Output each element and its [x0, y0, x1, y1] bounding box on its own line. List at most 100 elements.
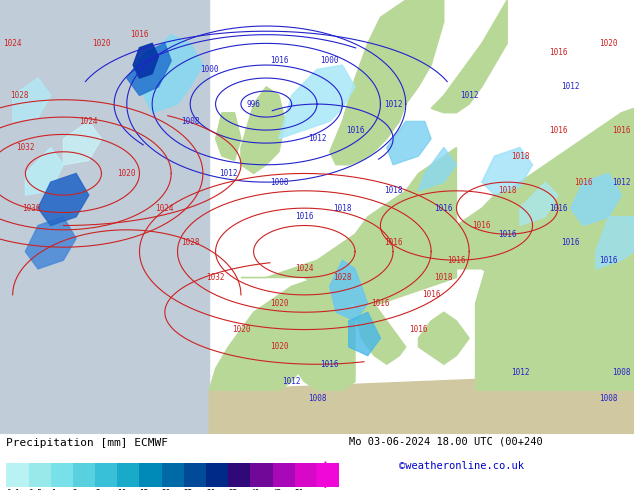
Text: 1016: 1016: [371, 299, 390, 308]
Text: 1018: 1018: [434, 273, 453, 282]
Text: 1012: 1012: [510, 368, 529, 377]
Text: 1016: 1016: [548, 204, 567, 213]
Polygon shape: [241, 87, 285, 173]
Text: 1016: 1016: [434, 204, 453, 213]
Text: 1016: 1016: [574, 178, 593, 187]
Polygon shape: [13, 78, 51, 122]
Text: 1028: 1028: [10, 91, 29, 100]
Text: 1000: 1000: [320, 56, 339, 65]
Text: 0.5: 0.5: [29, 489, 42, 490]
Polygon shape: [349, 312, 380, 356]
Text: 1008: 1008: [307, 394, 327, 403]
Text: 1016: 1016: [548, 125, 567, 135]
Polygon shape: [38, 173, 89, 225]
Polygon shape: [127, 44, 171, 96]
Polygon shape: [330, 0, 444, 165]
Text: 25: 25: [184, 489, 193, 490]
Text: 1016: 1016: [320, 360, 339, 369]
Text: 1016: 1016: [346, 125, 365, 135]
Text: 1008: 1008: [599, 394, 618, 403]
Text: 1020: 1020: [92, 39, 111, 48]
Text: Precipitation [mm] ECMWF: Precipitation [mm] ECMWF: [6, 438, 169, 448]
Text: 1036: 1036: [22, 204, 41, 213]
Text: 40: 40: [250, 489, 260, 490]
Text: 45: 45: [273, 489, 282, 490]
FancyBboxPatch shape: [184, 463, 206, 487]
Text: 1024: 1024: [79, 117, 98, 126]
FancyBboxPatch shape: [317, 463, 339, 487]
Text: 996: 996: [247, 99, 261, 109]
FancyBboxPatch shape: [117, 463, 139, 487]
FancyBboxPatch shape: [273, 463, 295, 487]
Text: 1000: 1000: [200, 65, 219, 74]
Text: 5: 5: [95, 489, 100, 490]
FancyBboxPatch shape: [139, 463, 162, 487]
Text: 1020: 1020: [269, 299, 288, 308]
Polygon shape: [387, 122, 431, 165]
Polygon shape: [0, 0, 209, 434]
Polygon shape: [520, 182, 558, 225]
Polygon shape: [418, 312, 469, 364]
Text: 20: 20: [162, 489, 171, 490]
FancyBboxPatch shape: [250, 463, 273, 487]
Text: 1012: 1012: [219, 169, 238, 178]
Polygon shape: [209, 373, 634, 434]
Text: 1024: 1024: [3, 39, 22, 48]
Text: 1018: 1018: [384, 186, 403, 196]
Text: 1016: 1016: [130, 30, 149, 39]
Text: 1032: 1032: [206, 273, 225, 282]
Text: 10: 10: [117, 489, 127, 490]
Text: 1016: 1016: [295, 212, 314, 221]
Text: 1016: 1016: [599, 256, 618, 265]
Text: 1024: 1024: [295, 265, 314, 273]
Polygon shape: [330, 260, 368, 321]
Text: 1016: 1016: [498, 230, 517, 239]
Text: 1012: 1012: [307, 134, 327, 143]
Polygon shape: [216, 113, 241, 160]
FancyBboxPatch shape: [29, 463, 51, 487]
Polygon shape: [209, 277, 355, 390]
Text: 1016: 1016: [612, 125, 631, 135]
Text: 1012: 1012: [561, 82, 580, 91]
Text: 35: 35: [228, 489, 238, 490]
Polygon shape: [241, 147, 456, 304]
Text: 1: 1: [51, 489, 55, 490]
Text: 1008: 1008: [269, 178, 288, 187]
Text: 1018: 1018: [510, 151, 529, 161]
Text: 1032: 1032: [16, 143, 35, 152]
FancyBboxPatch shape: [228, 463, 250, 487]
Polygon shape: [279, 65, 355, 139]
Polygon shape: [380, 108, 634, 347]
FancyBboxPatch shape: [162, 463, 184, 487]
Polygon shape: [418, 147, 456, 191]
Text: 0.1: 0.1: [6, 489, 20, 490]
Text: 1020: 1020: [231, 325, 250, 334]
FancyBboxPatch shape: [73, 463, 95, 487]
Polygon shape: [133, 44, 158, 78]
Text: 1018: 1018: [498, 186, 517, 196]
Text: 1016: 1016: [269, 56, 288, 65]
Text: 1020: 1020: [269, 343, 288, 351]
Text: 1028: 1028: [333, 273, 352, 282]
Text: 1012: 1012: [460, 91, 479, 100]
Text: 15: 15: [139, 489, 149, 490]
Text: 1016: 1016: [561, 238, 580, 247]
Polygon shape: [63, 122, 101, 165]
Text: Mo 03-06-2024 18.00 UTC (00+240: Mo 03-06-2024 18.00 UTC (00+240: [349, 437, 543, 446]
Text: 1008: 1008: [181, 117, 200, 126]
Text: 1008: 1008: [612, 368, 631, 377]
Text: 50: 50: [295, 489, 304, 490]
Text: 1016: 1016: [384, 238, 403, 247]
Text: 1024: 1024: [155, 204, 174, 213]
Polygon shape: [25, 147, 63, 195]
Text: 2: 2: [73, 489, 77, 490]
Text: 1012: 1012: [612, 178, 631, 187]
Text: 1020: 1020: [599, 39, 618, 48]
FancyBboxPatch shape: [295, 463, 317, 487]
Text: 1016: 1016: [548, 48, 567, 56]
Text: 30: 30: [206, 489, 216, 490]
Text: 1016: 1016: [447, 256, 466, 265]
Polygon shape: [596, 217, 634, 269]
Text: 1016: 1016: [472, 221, 491, 230]
Text: 1016: 1016: [422, 291, 441, 299]
